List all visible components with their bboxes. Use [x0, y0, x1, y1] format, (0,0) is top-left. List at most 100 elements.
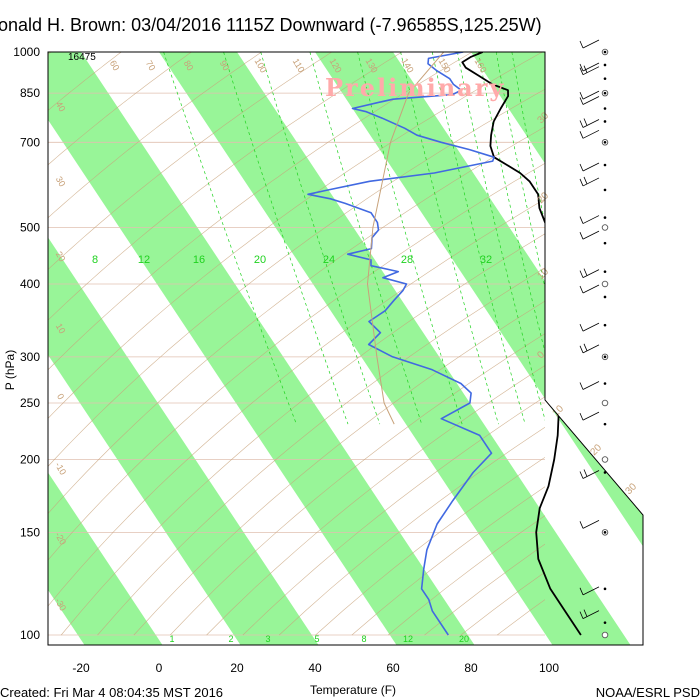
isotherm-band	[627, 52, 643, 645]
y-tick-label: 850	[20, 86, 40, 100]
mixing-ratio-line	[357, 52, 463, 425]
dry-adiabat	[48, 52, 122, 111]
mixing-ratio-line	[477, 52, 545, 354]
wind-barb-flag	[579, 611, 584, 619]
dry-adiabat	[97, 267, 545, 636]
mixing-ratio-label: 12	[403, 634, 413, 644]
dry-adiabat	[48, 198, 545, 607]
pressure-marker	[601, 456, 609, 463]
dry-adiabat	[48, 52, 333, 270]
wind-barb-shaft	[582, 411, 600, 421]
wind-barb-flag	[579, 91, 584, 100]
wind-level-dot	[603, 120, 607, 123]
mixing-ratio-lines	[163, 52, 545, 425]
wind-barb-flag	[583, 609, 588, 617]
wind-barb	[579, 586, 600, 596]
wind-barb-flag	[579, 345, 584, 353]
wind-barb-shaft	[582, 381, 600, 390]
wind-barb	[579, 284, 600, 294]
mixing-ratio-label: 32	[480, 254, 492, 266]
y-tick-label: 500	[20, 221, 40, 235]
mixing-ratio-label: 3	[265, 634, 270, 644]
wind-barb-shaft	[582, 96, 600, 105]
dry-adiabat	[48, 52, 403, 321]
wind-barb-shaft	[582, 610, 600, 620]
wind-level-dot	[603, 382, 607, 385]
dry-adiabat-label: 60	[108, 59, 122, 73]
wind-barb-shaft	[582, 344, 600, 354]
wind-barb	[579, 469, 600, 479]
wind-barb-shaft	[582, 215, 600, 224]
dry-adiabat	[48, 52, 262, 219]
wind-barb-shaft	[582, 90, 600, 100]
mixing-ratio-label: 8	[361, 634, 366, 644]
wind-barb-shaft	[582, 230, 600, 240]
created-timestamp: Created: Fri Mar 4 08:04:35 MST 2016	[0, 685, 223, 700]
wind-barb-flag	[579, 471, 584, 479]
wind-barb-flag	[583, 65, 588, 73]
dry-adiabats	[48, 52, 545, 636]
wind-barb	[579, 381, 600, 390]
wind-barb-shaft	[582, 322, 600, 332]
wind-profile	[579, 39, 609, 639]
wind-barb-flag	[579, 521, 584, 529]
parcel-trace	[367, 52, 445, 425]
wind-barb	[579, 118, 600, 128]
wind-barb-shaft	[582, 39, 600, 49]
wind-barb-flag	[579, 131, 584, 139]
wind-barb-flag	[579, 163, 584, 172]
y-tick-label: 200	[20, 452, 40, 466]
mixing-ratio-label: 8	[92, 254, 98, 266]
wind-level-dot	[603, 163, 607, 167]
y-axis-label: P (hPa)	[3, 350, 17, 390]
wind-barb-flag	[579, 178, 584, 187]
x-tick-label: 60	[386, 661, 400, 675]
wind-barb-flag	[583, 268, 588, 276]
credit-label: NOAA/ESRL PSD	[596, 685, 700, 700]
mixing-ratio-label: 1	[169, 634, 174, 644]
wind-level-dot	[603, 188, 607, 192]
mixing-ratio-label: 5	[314, 634, 319, 644]
dry-adiabat	[60, 233, 545, 636]
pressure-marker	[601, 224, 609, 231]
wind-barb	[579, 96, 600, 105]
wind-barb-flag	[579, 40, 584, 49]
wind-level-dot	[603, 77, 607, 80]
wind-level-dot	[603, 91, 607, 95]
wind-barb-flag	[579, 67, 584, 75]
wind-level-dot	[603, 621, 607, 624]
mixing-ratio-line	[223, 52, 349, 425]
wind-barb-flag	[579, 120, 584, 128]
wind-barb-flag	[579, 216, 584, 224]
wind-barb-flag	[579, 412, 584, 421]
x-tick-label: 0	[156, 661, 163, 675]
dry-adiabat	[133, 300, 545, 636]
mixing-ratio-line	[163, 52, 297, 425]
wind-level-dot	[603, 141, 607, 144]
wind-level-dot	[603, 323, 607, 327]
y-tick-label: 400	[20, 277, 40, 291]
mixing-ratio-line	[456, 52, 545, 421]
wind-barb	[579, 609, 600, 620]
wind-barb	[579, 411, 600, 421]
wind-level-dot	[603, 107, 607, 110]
y-tick-label: 150	[20, 525, 40, 539]
dry-adiabat	[242, 396, 545, 636]
wind-level-dot	[603, 270, 607, 273]
wind-barb-shaft	[582, 586, 600, 596]
wind-barb	[579, 129, 600, 139]
wind-barb-flag	[583, 343, 588, 351]
wind-level-dot	[603, 422, 607, 426]
dry-adiabat-label: 20	[54, 250, 68, 264]
wind-barb	[579, 519, 600, 529]
mixing-ratio-label: 12	[138, 254, 150, 266]
wind-barb	[579, 62, 600, 72]
wind-barb-shaft	[582, 284, 600, 294]
wind-barb	[579, 162, 600, 172]
wind-barb	[579, 90, 600, 100]
mixing-ratio-label: 16	[193, 254, 205, 266]
dry-adiabat	[48, 52, 473, 371]
wind-barb-shaft	[582, 129, 600, 139]
wind-barb-shaft	[582, 519, 600, 529]
